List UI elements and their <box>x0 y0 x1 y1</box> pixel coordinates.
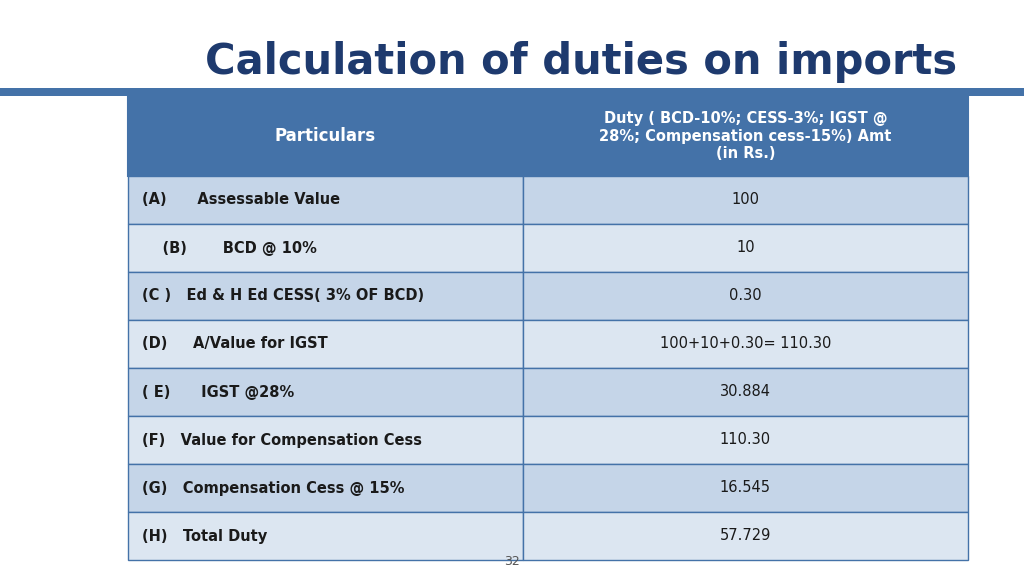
Bar <box>128 272 523 320</box>
Bar <box>128 416 523 464</box>
Text: Duty ( BCD-10%; CESS-3%; IGST @
28%; Compensation cess-15%) Amt
(in Rs.): Duty ( BCD-10%; CESS-3%; IGST @ 28%; Com… <box>599 111 892 161</box>
Text: (C )   Ed & H Ed CESS( 3% OF BCD): (C ) Ed & H Ed CESS( 3% OF BCD) <box>142 289 424 304</box>
Text: 30.884: 30.884 <box>720 385 771 400</box>
Bar <box>523 176 968 224</box>
Text: 32: 32 <box>504 555 520 568</box>
Bar <box>523 512 968 560</box>
Text: (A)      Assessable Value: (A) Assessable Value <box>142 192 340 207</box>
Bar <box>128 224 523 272</box>
Text: 57.729: 57.729 <box>720 529 771 544</box>
Bar <box>0 88 1024 96</box>
Bar <box>523 96 968 176</box>
Text: (B)       BCD @ 10%: (B) BCD @ 10% <box>142 241 316 256</box>
Text: 100+10+0.30= 110.30: 100+10+0.30= 110.30 <box>659 336 831 351</box>
Bar <box>128 320 523 368</box>
Bar <box>128 512 523 560</box>
Bar <box>523 368 968 416</box>
Text: 100: 100 <box>731 192 760 207</box>
Text: 0.30: 0.30 <box>729 289 762 304</box>
Bar <box>523 272 968 320</box>
Text: 10: 10 <box>736 241 755 256</box>
Text: 110.30: 110.30 <box>720 433 771 448</box>
Text: (H)   Total Duty: (H) Total Duty <box>142 529 267 544</box>
Bar <box>128 464 523 512</box>
Bar <box>128 96 523 176</box>
Bar <box>128 368 523 416</box>
Text: (G)   Compensation Cess @ 15%: (G) Compensation Cess @ 15% <box>142 480 404 495</box>
Bar <box>523 416 968 464</box>
Bar <box>523 224 968 272</box>
Text: Particulars: Particulars <box>274 127 376 145</box>
Bar <box>523 320 968 368</box>
Text: Calculation of duties on imports: Calculation of duties on imports <box>205 41 957 83</box>
Text: 16.545: 16.545 <box>720 480 771 495</box>
Text: (D)     A/Value for IGST: (D) A/Value for IGST <box>142 336 328 351</box>
Bar <box>523 464 968 512</box>
Text: (F)   Value for Compensation Cess: (F) Value for Compensation Cess <box>142 433 422 448</box>
Text: ( E)      IGST @28%: ( E) IGST @28% <box>142 385 294 400</box>
Bar <box>128 176 523 224</box>
